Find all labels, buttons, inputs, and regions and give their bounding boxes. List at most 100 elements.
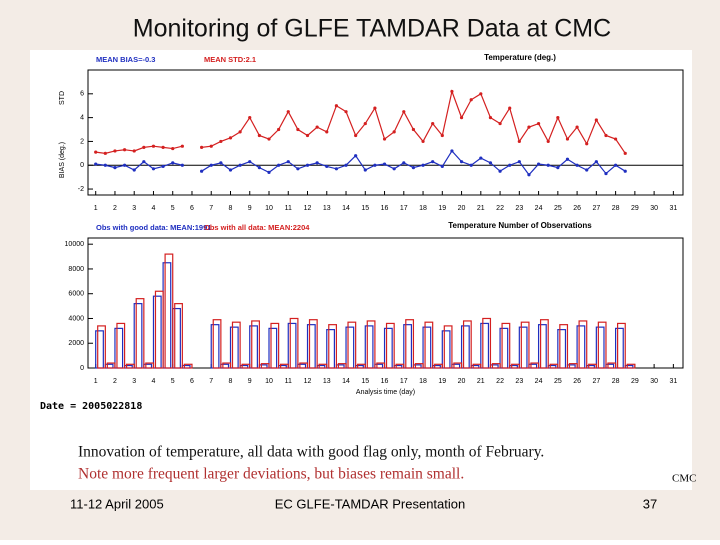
bar (97, 325, 106, 369)
point (363, 168, 367, 172)
point (556, 116, 560, 120)
bar (270, 322, 280, 369)
point (623, 151, 627, 155)
plot-frame (87, 69, 684, 196)
bar (462, 320, 472, 369)
x-tick-label: 17 (400, 378, 408, 385)
point (479, 156, 483, 160)
bar (251, 320, 260, 369)
point (402, 110, 406, 114)
bar (539, 319, 549, 369)
point (536, 162, 541, 166)
point (219, 139, 223, 144)
point (517, 139, 521, 144)
bar (212, 319, 222, 369)
point (248, 116, 252, 120)
point (382, 162, 387, 166)
bar (549, 363, 559, 369)
bar (145, 362, 155, 369)
bar (289, 317, 299, 369)
footer-event: EC GLFE-TAMDAR Presentation (275, 496, 465, 511)
x-tick-label: 3 (132, 378, 136, 385)
point (556, 166, 560, 170)
x-tick-label: 13 (323, 378, 331, 385)
y-tick-label: 6000 (68, 291, 84, 298)
x-tick-label: 4 (152, 205, 156, 212)
footer-date: 11-12 April 2005 (70, 496, 164, 511)
point (277, 127, 281, 132)
point (200, 145, 204, 149)
bar (511, 363, 520, 369)
point (238, 130, 242, 134)
y-tick-label: 6 (80, 91, 84, 98)
x-tick-label: 7 (209, 205, 213, 212)
bar (520, 321, 530, 369)
bar (328, 324, 337, 369)
bar (299, 362, 309, 369)
x-axis-label: Analysis time (day) (356, 389, 415, 396)
point (594, 118, 598, 122)
point (411, 166, 416, 170)
x-tick-label: 20 (458, 205, 466, 212)
y-axis-label: BIAS (deg.) (59, 142, 66, 178)
bar (241, 363, 251, 369)
point (402, 161, 406, 165)
bar (174, 303, 183, 369)
point (161, 164, 165, 169)
point (180, 144, 184, 148)
x-tick-label: 15 (361, 378, 369, 385)
point (113, 166, 117, 170)
x-tick-label: 12 (304, 378, 312, 385)
x-tick-label: 14 (342, 378, 350, 385)
point (421, 139, 425, 144)
x-tick-label: 17 (400, 205, 408, 212)
x-tick-label: 30 (650, 378, 658, 385)
bar (597, 321, 607, 369)
bar (491, 363, 501, 369)
x-tick-label: 19 (438, 378, 446, 385)
point (94, 150, 98, 154)
bar (434, 363, 443, 369)
point (382, 137, 387, 141)
point (604, 171, 608, 176)
date-label: Date = 2005022818 (40, 401, 142, 412)
point (132, 168, 136, 172)
bar (125, 363, 135, 369)
point (488, 161, 493, 165)
bar (385, 322, 395, 369)
bar (347, 321, 357, 369)
bar (280, 363, 289, 369)
y-tick-label: 10000 (65, 241, 85, 248)
point (315, 125, 319, 129)
point (354, 133, 358, 138)
point (248, 160, 252, 164)
x-tick-label: 25 (554, 378, 562, 385)
x-tick-label: 10 (265, 205, 273, 212)
point (286, 160, 290, 164)
bar (154, 290, 164, 369)
point (440, 133, 444, 138)
point (469, 98, 473, 102)
x-tick-label: 24 (535, 378, 543, 385)
x-tick-label: 10 (265, 378, 273, 385)
point (392, 167, 396, 171)
x-tick-label: 5 (171, 205, 175, 212)
bar (260, 363, 270, 369)
bar (607, 362, 617, 369)
point (536, 121, 541, 126)
x-tick-label: 31 (669, 205, 677, 212)
x-tick-label: 3 (132, 205, 136, 212)
point (614, 137, 618, 141)
point (219, 161, 223, 165)
y-tick-label: 4000 (68, 315, 84, 322)
legend-entry: MEAN BIAS=-0.3 (96, 55, 155, 64)
bar (588, 363, 597, 369)
point (575, 163, 579, 167)
point (623, 169, 627, 173)
bar (357, 363, 366, 369)
bar (472, 363, 482, 369)
bar (568, 363, 578, 369)
x-tick-label: 2 (113, 378, 117, 385)
point (171, 146, 175, 151)
x-tick-label: 24 (535, 205, 543, 212)
